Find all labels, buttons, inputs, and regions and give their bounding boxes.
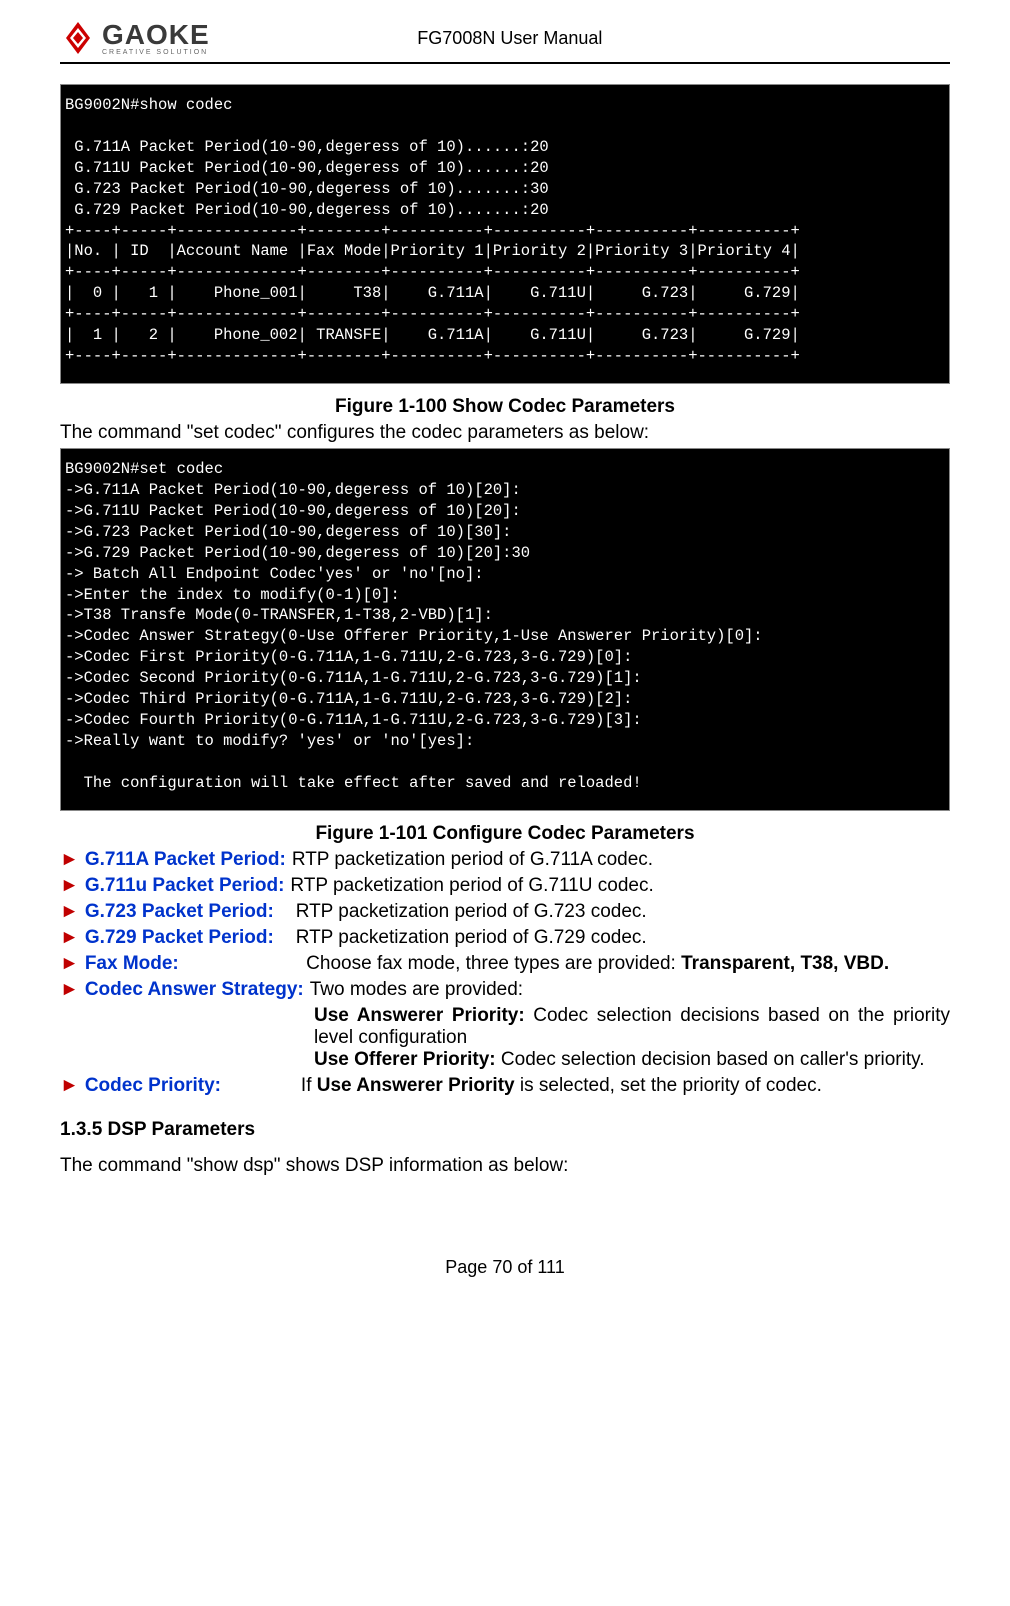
param-label: G.723 Packet Period: [85,901,274,923]
param-fax-mode: ► Fax Mode: Choose fax mode, three types… [60,953,950,975]
page-header: GAOKE CREATIVE SOLUTION FG7008N User Man… [60,20,950,64]
param-desc: RTP packetization period of G.729 codec. [280,927,647,949]
param-desc: RTP packetization period of G.723 codec. [280,901,647,923]
arrow-icon: ► [60,979,79,1001]
logo-icon [60,20,96,56]
fax-desc-pre: Choose fax mode, three types are provide… [185,953,681,974]
terminal-set-codec: BG9002N#set codec ->G.711A Packet Period… [60,448,950,811]
param-label: G.711A Packet Period: [85,849,286,871]
param-desc: If Use Answerer Priority is selected, se… [227,1075,822,1097]
arrow-icon: ► [60,953,79,975]
document-title: FG7008N User Manual [417,28,602,49]
param-g711u: ► G.711u Packet Period: RTP packetizatio… [60,875,950,897]
cp-desc-post: is selected, set the priority of codec. [515,1075,822,1096]
arrow-icon: ► [60,927,79,949]
page-container: GAOKE CREATIVE SOLUTION FG7008N User Man… [0,0,1010,1318]
figure-caption-2: Figure 1-101 Configure Codec Parameters [60,823,950,845]
cp-desc-pre: If [227,1075,317,1096]
param-g729: ► G.729 Packet Period: RTP packetization… [60,927,950,949]
logo-main-text: GAOKE [102,21,210,49]
cp-desc-bold: Use Answerer Priority [317,1075,515,1096]
arrow-icon: ► [60,901,79,923]
cas-sub-offerer: Use Offerer Priority: Codec selection de… [314,1049,950,1071]
logo-sub-text: CREATIVE SOLUTION [102,49,210,56]
param-desc: RTP packetization period of G.711A codec… [292,849,653,871]
figure-caption-1: Figure 1-100 Show Codec Parameters [60,396,950,418]
param-desc: Two modes are provided: [310,979,523,1001]
section-heading-dsp: 1.3.5 DSP Parameters [60,1119,950,1141]
param-label: Codec Priority: [85,1075,221,1097]
page-footer: Page 70 of 111 [60,1257,950,1278]
sub-text: Codec selection decision based on caller… [496,1049,925,1070]
param-g723: ► G.723 Packet Period: RTP packetization… [60,901,950,923]
cas-sub-answerer: Use Answerer Priority: Codec selection d… [314,1005,950,1049]
logo-block: GAOKE CREATIVE SOLUTION [60,20,210,56]
param-desc: RTP packetization period of G.711U codec… [290,875,653,897]
text-after-caption-1: The command "set codec" configures the c… [60,422,950,444]
sub-label: Use Offerer Priority: [314,1049,496,1070]
arrow-icon: ► [60,875,79,897]
param-codec-priority: ► Codec Priority: If Use Answerer Priori… [60,1075,950,1097]
param-label: G.729 Packet Period: [85,927,274,949]
param-g711a: ► G.711A Packet Period: RTP packetizatio… [60,849,950,871]
param-desc: Choose fax mode, three types are provide… [185,953,889,975]
logo-text: GAOKE CREATIVE SOLUTION [102,21,210,56]
text-after-heading: The command "show dsp" shows DSP informa… [60,1155,950,1177]
arrow-icon: ► [60,849,79,871]
sub-label: Use Answerer Priority: [314,1005,525,1026]
param-label: G.711u Packet Period: [85,875,285,897]
arrow-icon: ► [60,1075,79,1097]
param-label: Codec Answer Strategy: [85,979,304,1001]
param-codec-answer-strategy: ► Codec Answer Strategy: Two modes are p… [60,979,950,1001]
fax-desc-bold: Transparent, T38, VBD. [681,953,889,974]
param-label: Fax Mode: [85,953,179,975]
terminal-show-codec: BG9002N#show codec G.711A Packet Period(… [60,84,950,384]
